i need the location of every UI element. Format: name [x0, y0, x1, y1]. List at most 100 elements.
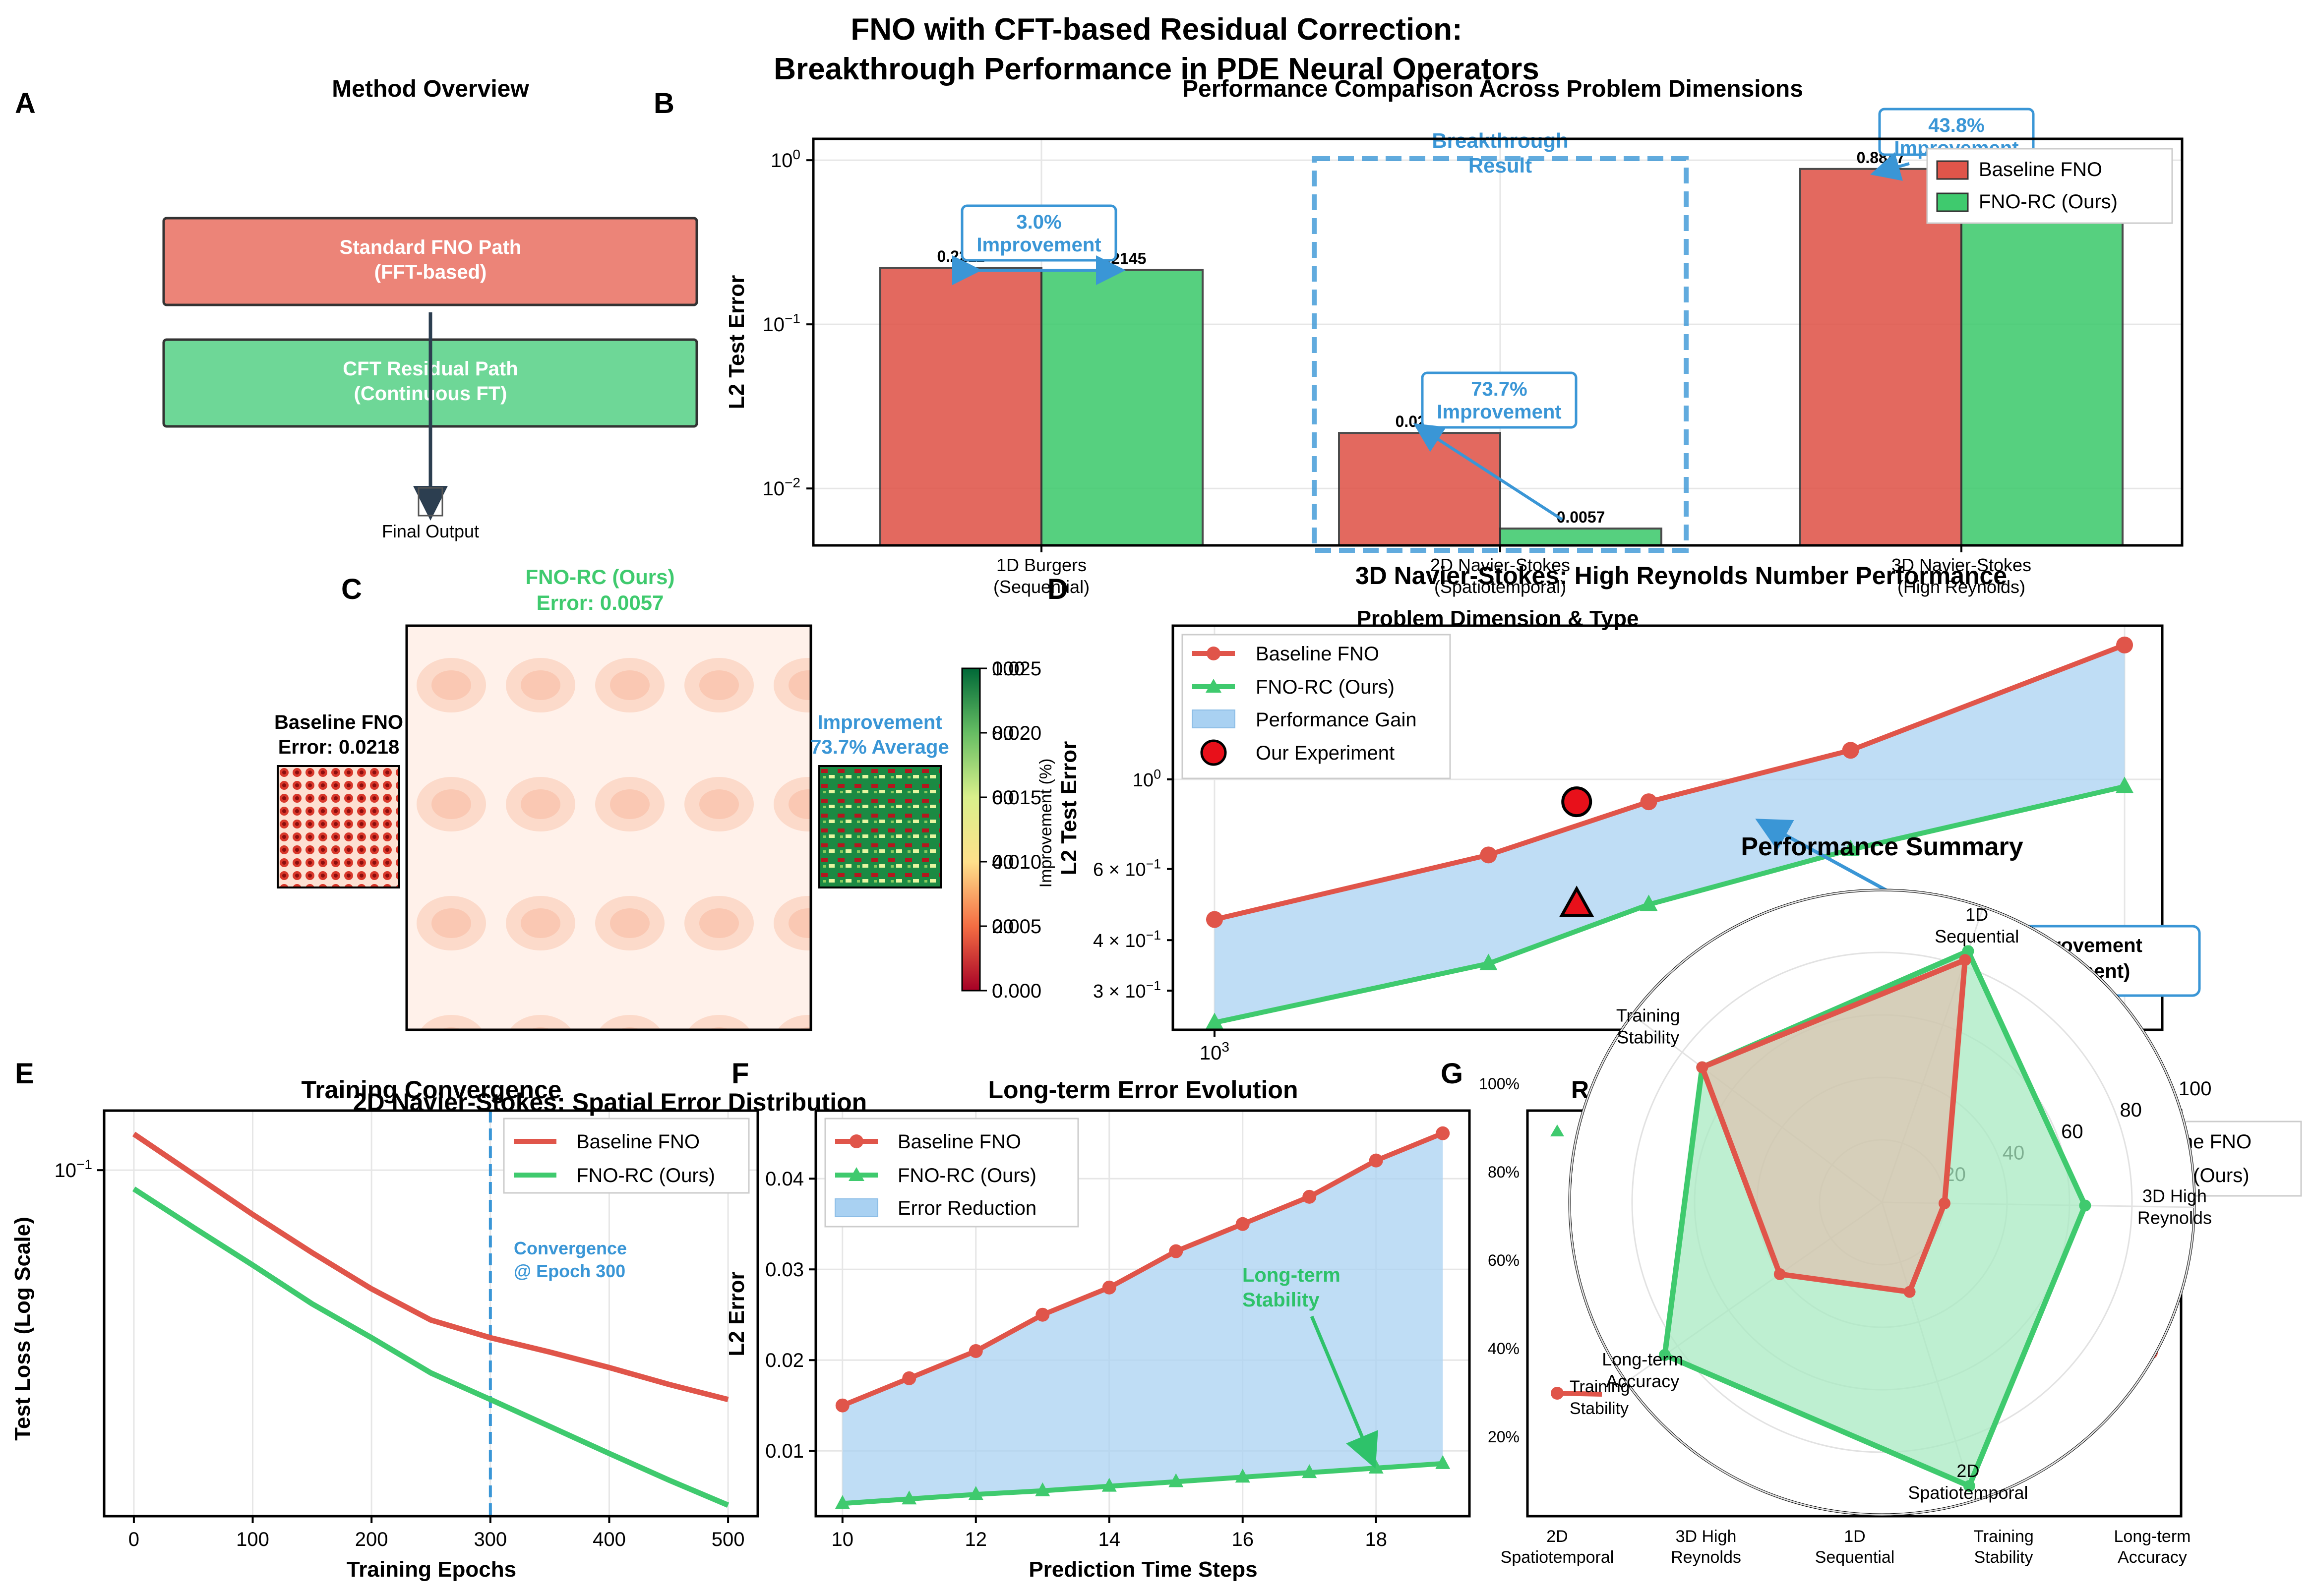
- panel-label-f: F: [731, 1058, 749, 1090]
- point-ours: [2116, 776, 2134, 793]
- chart-d-ylabel: L2 Test Error: [1057, 741, 1081, 876]
- improvement-heatmap: [818, 765, 942, 888]
- radar-axis-label: Accuracy: [1606, 1371, 1679, 1391]
- point-baseline: [835, 1398, 850, 1413]
- center-map-error: Error: 0.0057: [537, 591, 664, 614]
- tick-label: 6 × 10−1: [1093, 856, 1161, 880]
- x-tick-label: 2D: [1546, 1527, 1568, 1546]
- x-tick-label: (Spatiotemporal): [1434, 577, 1566, 597]
- point-baseline: [1169, 1244, 1183, 1258]
- point-baseline: [969, 1344, 983, 1358]
- point-baseline: [1235, 1217, 1250, 1231]
- chart-e-xlabel: Training Epochs: [347, 1557, 516, 1582]
- final-output-label: Final Output: [382, 521, 479, 541]
- improvement-annotation: 43.8%: [1928, 115, 1984, 136]
- x-tick-label: 200: [355, 1529, 388, 1550]
- radar-tick-label: 100: [2179, 1078, 2212, 1100]
- panel-label-d: D: [1047, 573, 1068, 605]
- legend-frame: [503, 1118, 750, 1194]
- y-tick-label: 80%: [1488, 1163, 1520, 1181]
- right-map-title: Improvement: [817, 711, 942, 733]
- y-tick-label: 0.02: [765, 1350, 804, 1371]
- radar-tick-label: 60: [2061, 1121, 2083, 1142]
- breakthrough-label: Breakthrough: [1432, 129, 1568, 152]
- chart-f-legend: Baseline FNO FNO-RC (Ours) Error Reducti…: [824, 1118, 1079, 1228]
- radar-axis-label: Sequential: [1935, 926, 2019, 946]
- point-ours: [1302, 1464, 1317, 1478]
- chart-e-title: Training Convergence: [301, 1076, 561, 1104]
- y-tick-label: 0.04: [765, 1168, 804, 1190]
- legend-label-gain: Performance Gain: [1256, 709, 1417, 731]
- point-ours: [1640, 894, 1658, 911]
- point-ours: [1841, 839, 1860, 856]
- series-line-baseline: [132, 1131, 729, 1402]
- x-tick-label: 12: [965, 1529, 987, 1550]
- fno-rc-error-heatmap: [405, 624, 812, 1031]
- legend-label-baseline: Baseline FNO: [1979, 159, 2102, 180]
- legend-marker-experiment: [1200, 739, 1227, 766]
- point-ours: [1550, 1124, 1564, 1136]
- tick-label: 10−1: [763, 311, 800, 336]
- legend-frame: [1181, 634, 1451, 779]
- radar-axis-label: Spatiotemporal: [1908, 1482, 2028, 1503]
- legend-label-baseline: Baseline FNO: [1256, 643, 1379, 665]
- figure-title-line2: Breakthrough Performance in PDE Neural O…: [774, 52, 1539, 86]
- bar-baseline: [1799, 168, 1962, 546]
- chart-b-frame: [812, 137, 2184, 547]
- chart-d-legend: Baseline FNO FNO-RC (Ours) Performance G…: [1181, 634, 1451, 779]
- panel-label-a: A: [15, 87, 36, 119]
- y-tick-label: 20%: [1488, 1428, 1520, 1446]
- legend-label-reduction: Error Reduction: [898, 1197, 1036, 1219]
- radar-point: [1963, 1480, 1975, 1492]
- colorbar-tick-label: 0.010: [992, 851, 1041, 873]
- legend-label-ours: FNO-RC (Ours): [898, 1165, 1036, 1186]
- point-ours: [902, 1490, 917, 1505]
- legend-swatch-gain: [1192, 709, 1235, 728]
- legend-label-baseline: Baseline FNO: [898, 1131, 1021, 1153]
- point-baseline: [1640, 793, 1657, 811]
- x-tick-label: 10: [832, 1529, 854, 1550]
- legend-marker-ours: [1206, 679, 1221, 693]
- y-tick-label: 0.01: [765, 1440, 804, 1462]
- chart-b-title: Performance Comparison Across Problem Di…: [1182, 76, 1803, 102]
- panel-c: C FNO-RC (Ours) Error: 0.0057 Baseline F…: [274, 565, 1055, 1116]
- point-ours: [1205, 1012, 1223, 1029]
- legend-marker-baseline: [1207, 647, 1220, 660]
- figure-title-line1: FNO with CFT-based Residual Correction:: [851, 12, 1462, 47]
- radar-point: [1658, 1349, 1671, 1361]
- panel-label-c: C: [341, 573, 362, 605]
- chart-g-bg-annotation-sub: Stability: [1570, 1399, 1629, 1418]
- colorbar-tick-label-improvement: 20: [992, 916, 1014, 938]
- panel-label-b: B: [654, 87, 674, 119]
- x-tick-label: 16: [1231, 1529, 1254, 1550]
- colorbar-tick-label: 0.020: [992, 722, 1041, 744]
- x-tick-label: 1D Burgers: [996, 555, 1087, 575]
- panel-g-radar: 204060801001DSequential3D HighReynolds2D…: [1568, 832, 2212, 1516]
- series-line-baseline: [841, 1131, 1444, 1408]
- series-line-ours: [132, 1186, 730, 1508]
- x-tick-label: 500: [712, 1529, 745, 1550]
- point-baseline: [1369, 1153, 1383, 1168]
- point-ours: [835, 1495, 850, 1509]
- point-baseline: [1480, 846, 1497, 864]
- chart-e-legend: Baseline FNO FNO-RC (Ours): [503, 1118, 750, 1194]
- legend-marker-baseline: [850, 1134, 863, 1148]
- colorbar-tick-label: 0.025: [992, 658, 1041, 680]
- point-baseline: [1551, 1387, 1564, 1400]
- y-tick-label: 0.03: [765, 1259, 804, 1281]
- radar-axis-label: Long-term: [1602, 1349, 1683, 1369]
- right-map-subtitle: 73.7% Average: [810, 736, 949, 758]
- breakthrough-sublabel: Result: [1468, 154, 1532, 177]
- final-output-box: [418, 487, 443, 517]
- x-tick-label: (Sequential): [993, 577, 1090, 597]
- colorbar-tick-label: 0.015: [992, 787, 1041, 809]
- y-tick-label: 60%: [1488, 1251, 1520, 1269]
- tick-label: 10−2: [763, 475, 800, 500]
- x-tick-label: 18: [1365, 1529, 1387, 1550]
- chart-b-legend: Baseline FNO FNO-RC (Ours): [1926, 148, 2173, 224]
- x-tick-label: 14: [1098, 1529, 1121, 1550]
- point-baseline: [1436, 1126, 1450, 1140]
- radar-grid-ring: [1569, 889, 2195, 1516]
- colorbar-tick-label: 0.000: [992, 980, 1041, 1002]
